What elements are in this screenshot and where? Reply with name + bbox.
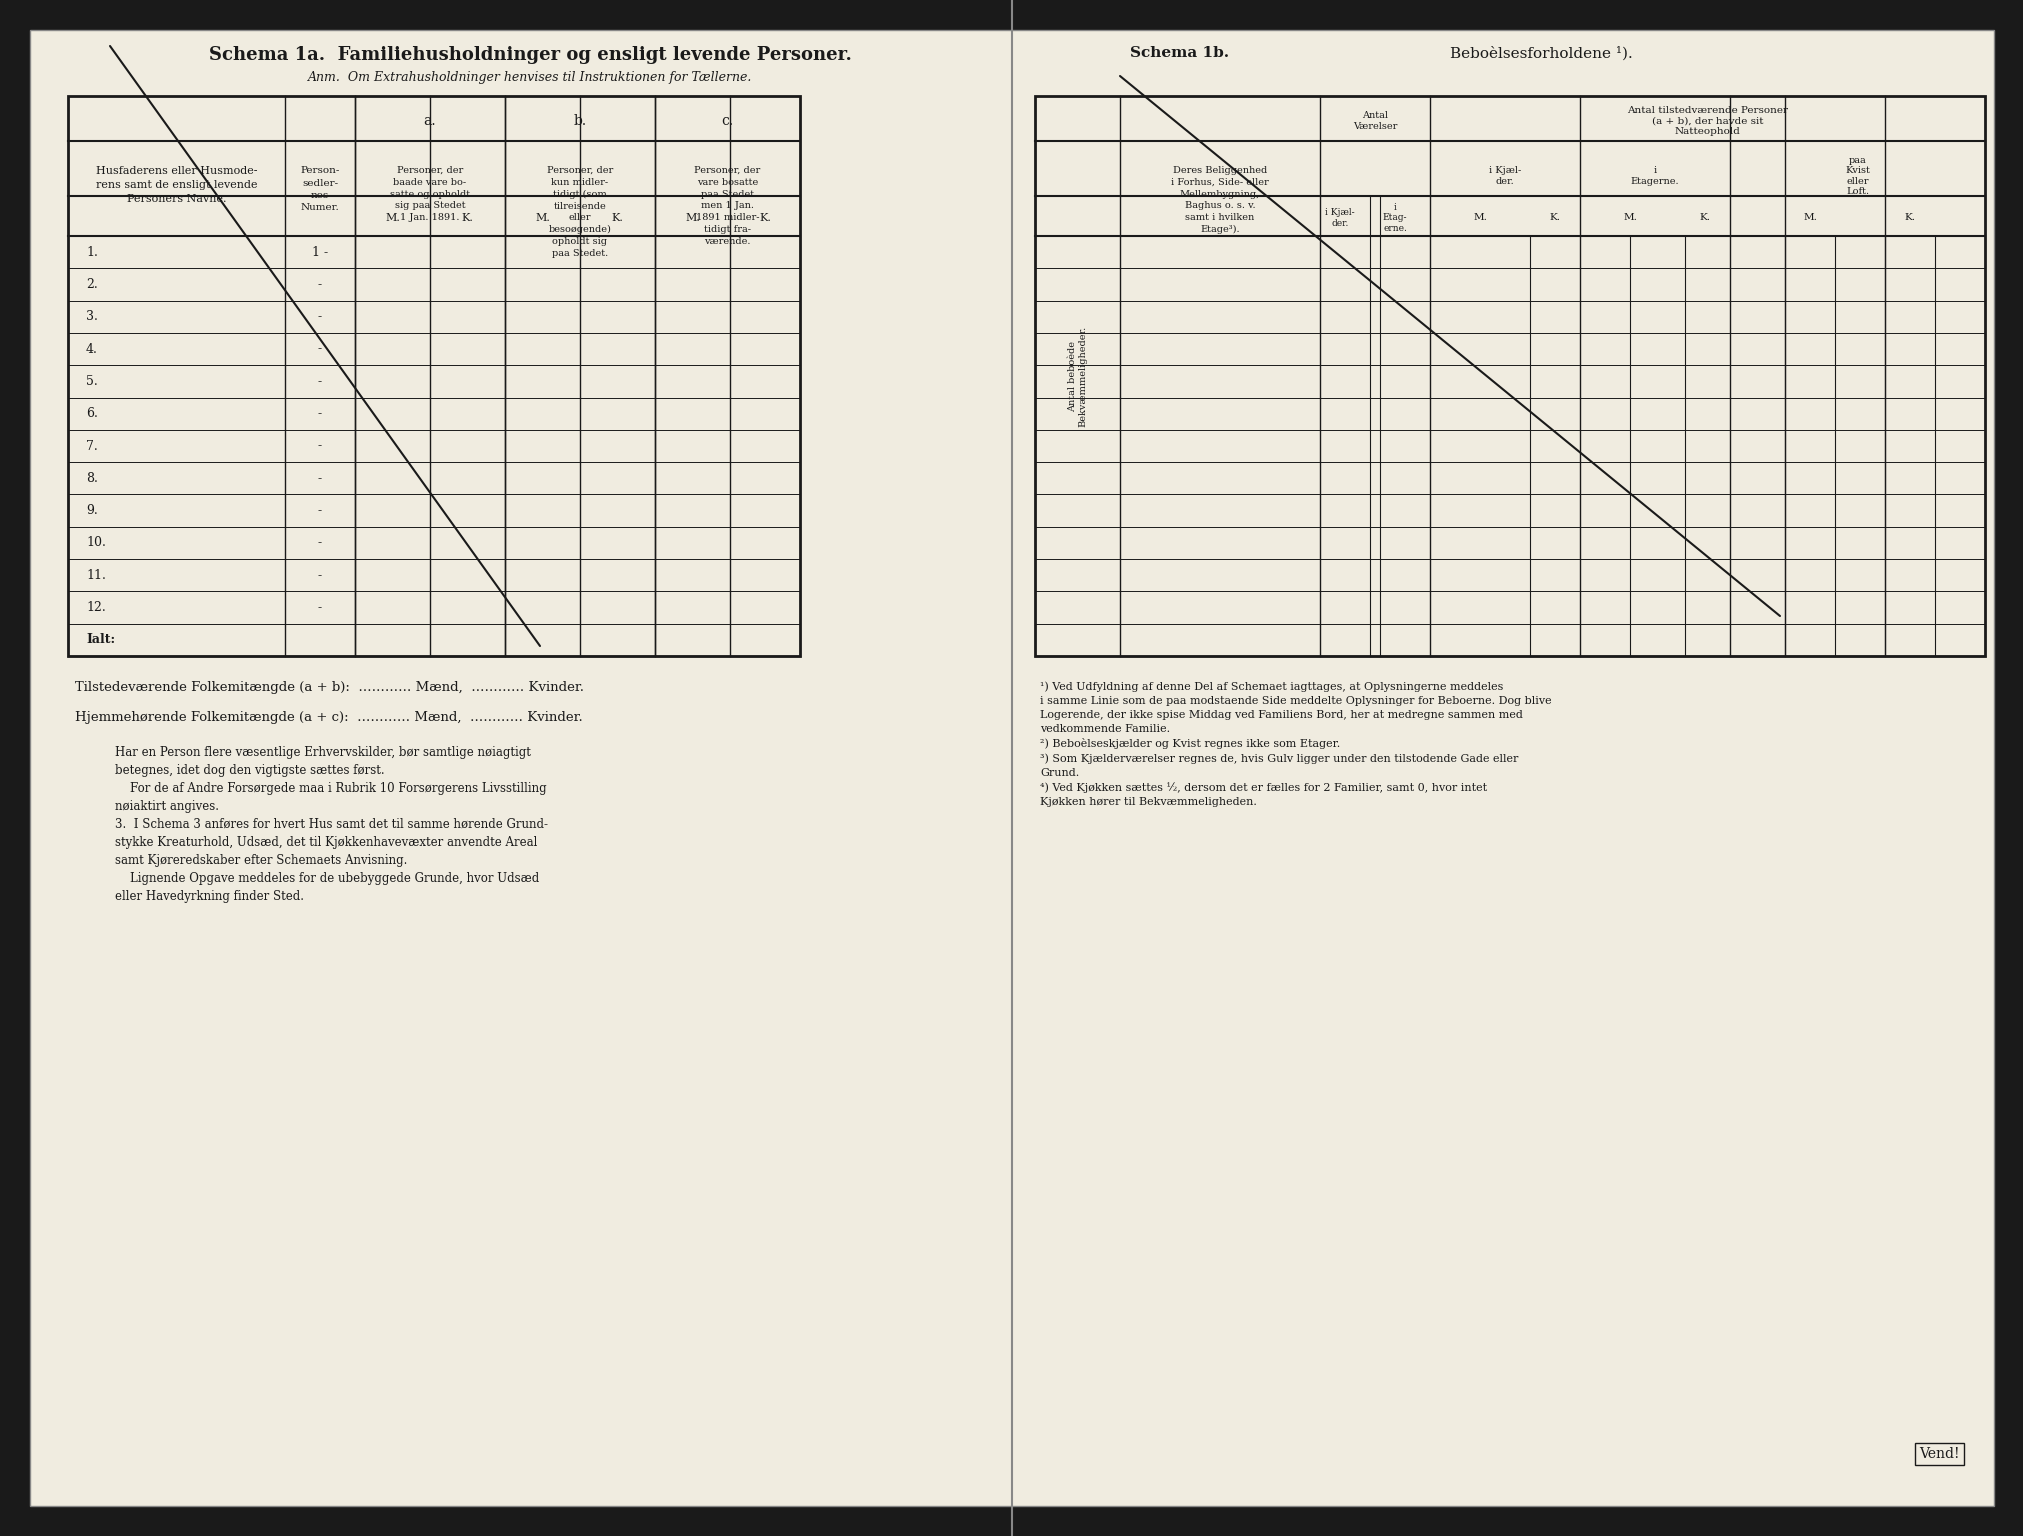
Text: 9.: 9. [85,504,97,518]
Text: -: - [318,504,322,518]
Text: Person-
sedler-
nes
Numer.: Person- sedler- nes Numer. [299,166,340,212]
Text: paa
Kvist
eller
Loft.: paa Kvist eller Loft. [1845,155,1869,197]
Text: -: - [318,310,322,323]
Text: 6.: 6. [85,407,97,421]
Text: Antal tilstedværende Personer
(a + b), der havde sit
Natteophold: Antal tilstedværende Personer (a + b), d… [1626,106,1786,135]
Text: M.: M. [1802,214,1817,223]
Text: M.: M. [1473,214,1487,223]
Text: Tilstedeværende Folkemitængde (a + b):  ………… Mænd,  ………… Kvinder.: Tilstedeværende Folkemitængde (a + b): …… [75,680,585,694]
Text: i Kjæl-
der.: i Kjæl- der. [1325,209,1353,227]
Text: ¹) Ved Udfyldning af denne Del af Schemaet iagttages, at Oplysningerne meddeles
: ¹) Ved Udfyldning af denne Del af Schema… [1040,680,1552,806]
Text: Personer, der
kun midler-
tidigt (som
tilreisende
eller
besoøgende)
opholdt sig
: Personer, der kun midler- tidigt (som ti… [546,166,613,258]
Text: Schema 1a.  Familiehusholdninger og ensligt levende Personer.: Schema 1a. Familiehusholdninger og ensli… [208,46,852,65]
Text: 1 -: 1 - [312,246,328,258]
Text: i Kjæl-
der.: i Kjæl- der. [1489,166,1521,186]
Text: 8.: 8. [85,472,97,485]
Text: 11.: 11. [85,568,105,582]
Text: K.: K. [1699,214,1709,223]
Text: Anm.  Om Extrahusholdninger henvises til Instruktionen for Tællerne.: Anm. Om Extrahusholdninger henvises til … [307,71,753,84]
Text: -: - [318,375,322,389]
Text: -: - [318,407,322,421]
Text: 12.: 12. [85,601,105,614]
Text: 1.: 1. [85,246,97,258]
Text: -: - [318,343,322,355]
Text: a.: a. [423,114,437,127]
Text: 2.: 2. [85,278,97,290]
Text: 4.: 4. [85,343,97,355]
Text: Husfaderens eller Husmode-
rens samt de ensligt levende
Personers Navne.: Husfaderens eller Husmode- rens samt de … [95,166,257,204]
Text: Personer, der
baade vare bo-
satte og opholdt
sig paa Stedet
1 Jan. 1891.: Personer, der baade vare bo- satte og op… [390,166,469,223]
Text: -: - [318,278,322,290]
Text: M.: M. [1622,214,1637,223]
Text: M.: M. [534,214,550,223]
Bar [69,95,799,656]
Text: K.: K. [1550,214,1560,223]
Text: i
Etagerne.: i Etagerne. [1631,166,1679,186]
Text: K.: K. [1904,214,1914,223]
Text: 10.: 10. [85,536,105,550]
Text: Ialt:: Ialt: [85,633,115,647]
Text: K.: K. [759,214,771,223]
Bar [1034,95,1985,656]
Text: Antal beboède
Bekvæmmeligheder.: Antal beboède Bekvæmmeligheder. [1068,326,1086,427]
Text: b.: b. [573,114,587,127]
Text: -: - [318,568,322,582]
Text: Hjemmehørende Folkemitængde (a + c):  ………… Mænd,  ………… Kvinder.: Hjemmehørende Folkemitængde (a + c): ………… [75,711,583,723]
Text: Beboèlsesforholdene ¹).: Beboèlsesforholdene ¹). [1448,46,1633,60]
Text: 3.: 3. [85,310,97,323]
Text: K.: K. [461,214,473,223]
Text: -: - [318,439,322,453]
Text: Antal
Værelser: Antal Værelser [1351,111,1396,131]
Text: Vend!: Vend! [1918,1447,1958,1461]
Text: c.: c. [720,114,732,127]
Text: Har en Person flere væsentlige Erhvervskilder, bør samtlige nøiagtigt
betegnes, : Har en Person flere væsentlige Erhvervsk… [115,746,548,903]
Text: 5.: 5. [85,375,97,389]
Text: Personer, der
vare bosatte
paa Stedet
men 1 Jan.
1891 midler-
tidigt fra-
værend: Personer, der vare bosatte paa Stedet me… [694,166,761,246]
Text: -: - [318,601,322,614]
Text: Schema 1b.: Schema 1b. [1129,46,1228,60]
Text: 7.: 7. [85,439,97,453]
Text: M.: M. [684,214,700,223]
Text: M.: M. [384,214,401,223]
Text: i
Etag-
erne.: i Etag- erne. [1382,203,1406,233]
Text: -: - [318,536,322,550]
Text: Deres Beliggenhed
i Forhus, Side- eller
Mellembygning,
Baghus o. s. v.
samt i hv: Deres Beliggenhed i Forhus, Side- eller … [1171,166,1268,233]
Text: K.: K. [611,214,623,223]
Text: -: - [318,472,322,485]
